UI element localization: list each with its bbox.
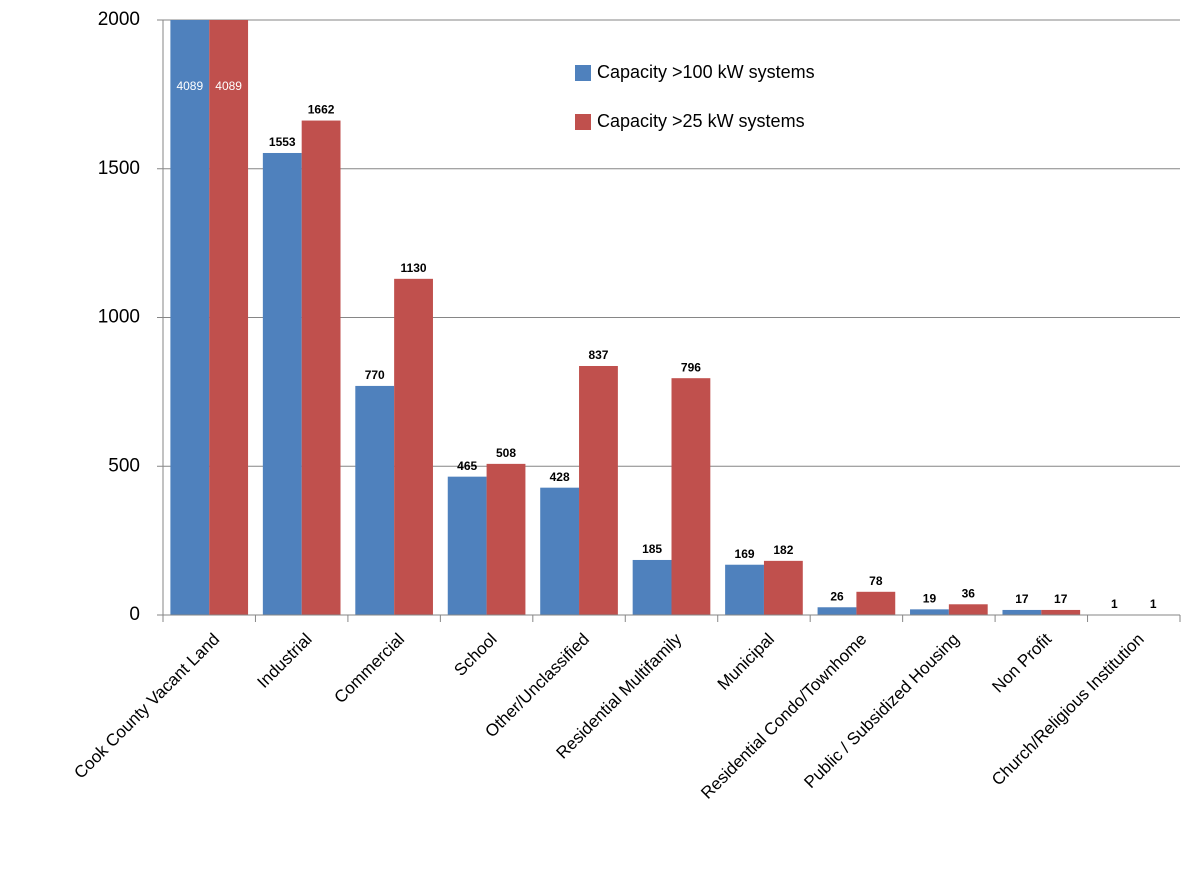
bar: [910, 609, 949, 615]
bar: [540, 487, 580, 615]
value-label: 1553: [269, 135, 296, 149]
bar: [763, 560, 803, 615]
value-label: 4089: [215, 79, 242, 93]
bar: [817, 607, 857, 615]
x-tick-label: Cook County Vacant Land: [70, 630, 223, 783]
value-label: 36: [962, 586, 976, 600]
value-label: 465: [457, 459, 477, 473]
value-label: 1: [1150, 597, 1157, 611]
bar: [948, 604, 988, 615]
bar: [1002, 609, 1042, 615]
value-label: 26: [830, 589, 844, 603]
value-label: 169: [735, 547, 755, 561]
bar: [579, 365, 618, 615]
x-tick-label: Church/Religious Institution: [988, 630, 1148, 790]
x-tick-label: School: [450, 630, 500, 680]
value-label: 17: [1054, 592, 1068, 606]
legend-swatch: [575, 65, 591, 81]
value-label: 837: [588, 348, 608, 362]
x-tick-label: Non Profit: [988, 629, 1055, 696]
y-tick-label: 2000: [98, 9, 140, 30]
bar: [301, 120, 341, 616]
legend-label: Capacity >100 kW systems: [597, 62, 815, 82]
value-label: 1: [1111, 597, 1118, 611]
value-label: 78: [869, 574, 883, 588]
value-label: 17: [1015, 592, 1029, 606]
bar: [447, 476, 487, 615]
bars: [170, 20, 1173, 616]
x-tick-label: Public / Subsidized Housing: [800, 630, 962, 792]
value-label: 770: [365, 368, 385, 382]
value-label: 1130: [401, 261, 427, 275]
bar: [725, 564, 764, 615]
value-label: 182: [773, 543, 793, 557]
y-tick-label: 500: [108, 455, 140, 476]
legend-swatch: [575, 114, 591, 130]
bar: [632, 559, 672, 615]
value-label: 19: [923, 592, 937, 606]
x-tick-label: Residential Condo/Townhome: [697, 630, 870, 803]
bar: [671, 378, 711, 615]
value-label: 1662: [308, 103, 335, 117]
x-tick-label: Municipal: [714, 630, 778, 694]
bar: [394, 278, 433, 615]
y-tick-label: 1500: [98, 158, 140, 179]
value-label: 185: [642, 542, 662, 556]
bar: [856, 591, 896, 615]
bar: [1041, 609, 1081, 615]
value-label: 796: [681, 360, 701, 374]
bar: [486, 463, 526, 615]
value-label: 508: [496, 446, 516, 460]
x-tick-label: Commercial: [331, 630, 409, 708]
value-label: 4089: [176, 79, 203, 93]
y-tick-label: 1000: [98, 307, 140, 328]
bar: [355, 385, 395, 615]
x-tick-label: Industrial: [253, 630, 315, 692]
bar: [170, 20, 210, 616]
legend-label: Capacity >25 kW systems: [597, 111, 805, 131]
y-tick-label: 0: [129, 604, 140, 625]
value-label: 428: [550, 470, 570, 484]
bar: [209, 20, 249, 616]
bar: [262, 152, 302, 616]
